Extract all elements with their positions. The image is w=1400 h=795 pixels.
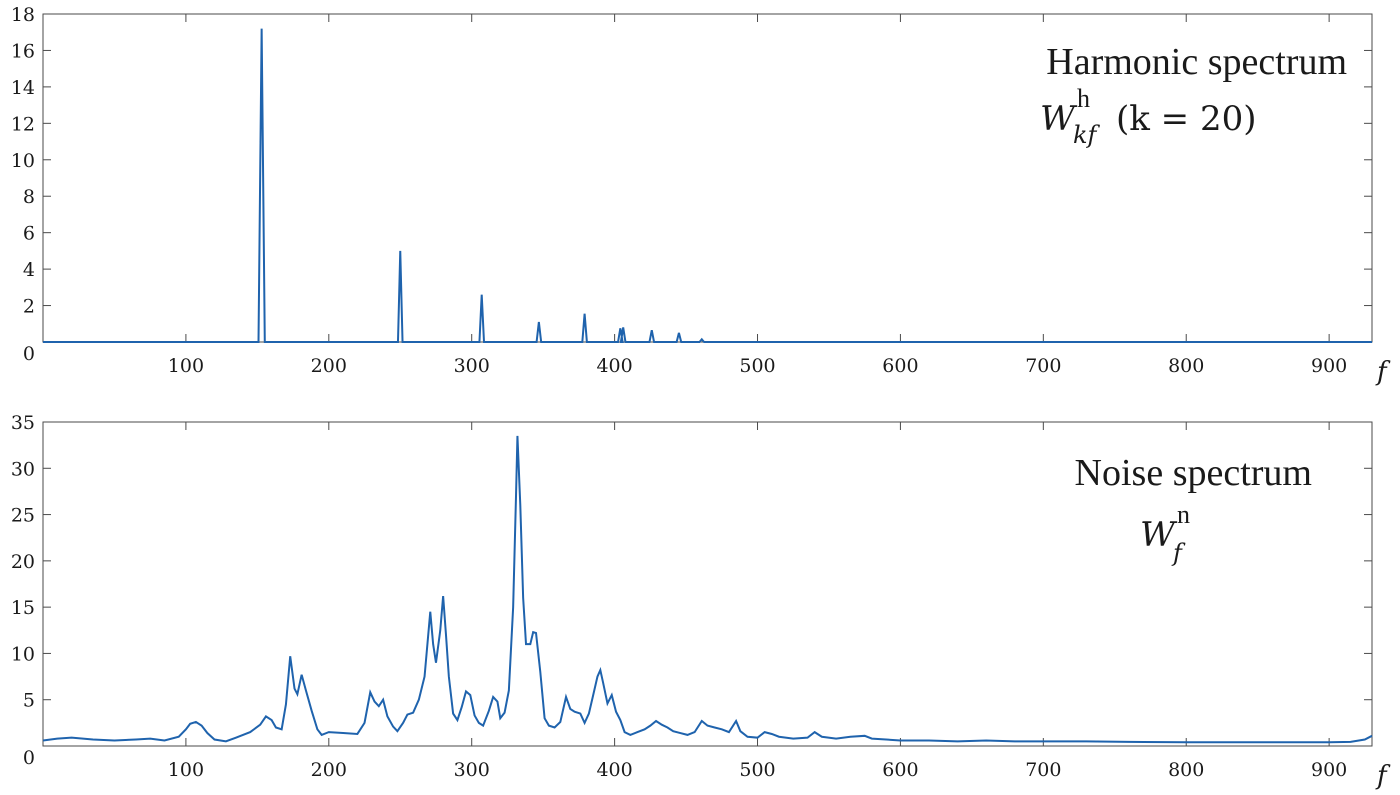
harmonic-x-tick-label: 100	[168, 355, 204, 377]
harmonic-x-tick-label: 400	[596, 355, 632, 377]
noise-x-tick-label: 300	[454, 759, 490, 781]
harmonic-y-tick-label: 8	[23, 186, 35, 208]
harmonic-panel: 0 2 4 6 8 10 12 14 16 18 100 200 300 400 500 600 700 800…	[11, 4, 1391, 387]
noise-plot-frame	[42, 421, 1373, 747]
svg-text:f: f	[1171, 539, 1186, 567]
harmonic-x-tick-label: 600	[882, 355, 918, 377]
svg-text:W: W	[1040, 99, 1078, 139]
harmonic-annotation-title: Harmonic spectrum	[1046, 41, 1347, 83]
noise-x-ticks: 100 200 300 400 500 600 700 800 900	[168, 422, 1347, 781]
harmonic-x-tick-label: 500	[739, 355, 775, 377]
harmonic-y-tick-label: 6	[23, 223, 35, 245]
harmonic-spectrum-line	[43, 28, 1372, 343]
noise-x-tick-label: 200	[311, 759, 347, 781]
svg-text:W: W	[1140, 515, 1178, 555]
harmonic-x-tick-label: 700	[1025, 355, 1061, 377]
noise-annotation-formula: W n f	[1140, 500, 1190, 567]
harmonic-y-tick-label: 4	[23, 259, 35, 281]
noise-x-tick-label: 800	[1168, 759, 1204, 781]
noise-y-tick-label: 0	[23, 747, 35, 769]
harmonic-x-tick-label: 800	[1168, 355, 1204, 377]
noise-x-axis-label: f	[1375, 761, 1391, 791]
svg-text:kf: kf	[1073, 121, 1101, 149]
noise-spectrum-line	[42, 435, 1373, 744]
harmonic-annotation-formula: W h kf (k = 20)	[1040, 84, 1257, 149]
noise-y-tick-label: 5	[23, 690, 35, 712]
svg-text:n: n	[1177, 500, 1190, 529]
noise-y-tick-label: 15	[11, 597, 35, 619]
harmonic-x-tick-label: 200	[311, 355, 347, 377]
noise-y-tick-label: 30	[11, 458, 35, 480]
noise-x-tick-label: 400	[596, 759, 632, 781]
svg-text:h: h	[1077, 84, 1090, 113]
noise-y-tick-label: 25	[11, 505, 35, 527]
noise-panel: 0 5 10 15 20 25 30 35 100 200 300 400 500 600 700 800 9…	[11, 412, 1391, 791]
harmonic-y-tick-label: 14	[11, 77, 35, 99]
harmonic-y-tick-label: 18	[11, 4, 35, 26]
harmonic-y-ticks: 0 2 4 6 8 10 12 14 16 18	[11, 4, 1372, 365]
harmonic-x-tick-label: 900	[1311, 355, 1347, 377]
noise-x-tick-label: 100	[168, 759, 204, 781]
noise-y-tick-label: 10	[11, 643, 35, 665]
harmonic-y-tick-label: 2	[23, 296, 35, 318]
noise-x-tick-label: 500	[739, 759, 775, 781]
noise-x-tick-label: 700	[1025, 759, 1061, 781]
harmonic-x-axis-label: f	[1375, 357, 1391, 387]
noise-y-tick-label: 20	[11, 551, 35, 573]
noise-y-tick-label: 35	[11, 412, 35, 434]
noise-y-ticks: 0 5 10 15 20 25 30 35	[11, 412, 1372, 769]
harmonic-y-tick-label: 12	[11, 113, 35, 135]
noise-x-tick-label: 600	[882, 759, 918, 781]
harmonic-x-ticks: 100 200 300 400 500 600 700 800 900	[168, 14, 1347, 377]
harmonic-y-tick-label: 16	[11, 40, 35, 62]
noise-x-tick-label: 900	[1311, 759, 1347, 781]
noise-annotation-title: Noise spectrum	[1075, 452, 1312, 494]
harmonic-x-tick-label: 300	[454, 355, 490, 377]
harmonic-y-tick-label: 0	[23, 343, 35, 365]
svg-text:(k = 20): (k = 20)	[1116, 99, 1257, 139]
harmonic-y-tick-label: 10	[11, 150, 35, 172]
